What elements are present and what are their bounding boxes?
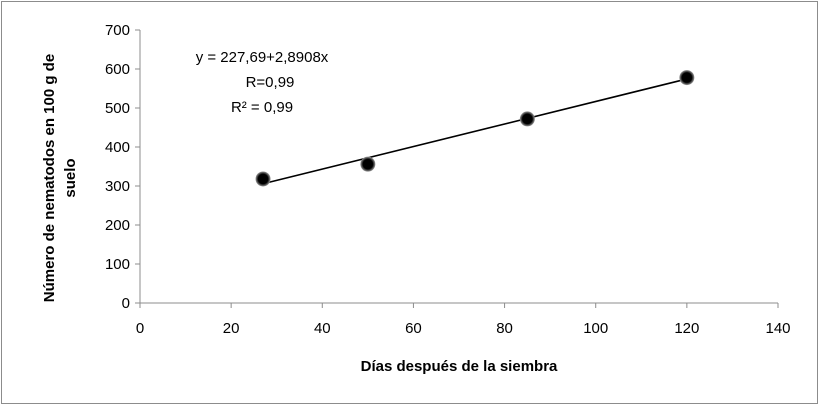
y-tick-label: 700 xyxy=(105,22,130,39)
y-axis-title: Número de nematodos en 100 g de suelo xyxy=(41,54,79,302)
x-tick-label: 80 xyxy=(496,320,513,337)
equation-annotation: y = 227,69+2,8908x R=0,99 R² = 0,99 xyxy=(196,49,329,116)
axes xyxy=(135,29,779,308)
data-point xyxy=(255,171,271,187)
x-tick-label: 100 xyxy=(583,320,608,337)
r-squared-text: R² = 0,99 xyxy=(231,99,293,116)
data-point xyxy=(519,111,535,127)
y-tick-label: 300 xyxy=(105,178,130,195)
x-tick-label: 40 xyxy=(314,320,331,337)
x-tick-label: 20 xyxy=(223,320,240,337)
y-tick-label: 200 xyxy=(105,217,130,234)
data-point xyxy=(679,70,695,86)
r-value-text: R=0,99 xyxy=(246,74,295,91)
x-axis-title: Días después de la siembra xyxy=(361,358,558,375)
x-tick-label: 60 xyxy=(405,320,422,337)
x-tick-label: 0 xyxy=(136,320,144,337)
y-tick-label: 100 xyxy=(105,256,130,273)
y-axis-title-line-2: suelo xyxy=(62,158,79,197)
x-tick-labels: 0 20 40 60 80 100 120 140 xyxy=(136,320,791,337)
y-tick-label: 400 xyxy=(105,139,130,156)
y-tick-labels: 0 100 200 300 400 500 600 700 xyxy=(105,22,130,312)
data-points xyxy=(255,70,695,187)
x-tick-label: 120 xyxy=(674,320,699,337)
y-tick-label: 600 xyxy=(105,61,130,78)
equation-text: y = 227,69+2,8908x xyxy=(196,49,329,66)
y-axis-title-line-1: Número de nematodos en 100 g de xyxy=(41,54,58,302)
y-tick-label: 500 xyxy=(105,100,130,117)
data-point xyxy=(360,156,376,172)
y-tick-label: 0 xyxy=(122,295,130,312)
x-tick-label: 140 xyxy=(765,320,790,337)
trendline xyxy=(262,78,688,185)
